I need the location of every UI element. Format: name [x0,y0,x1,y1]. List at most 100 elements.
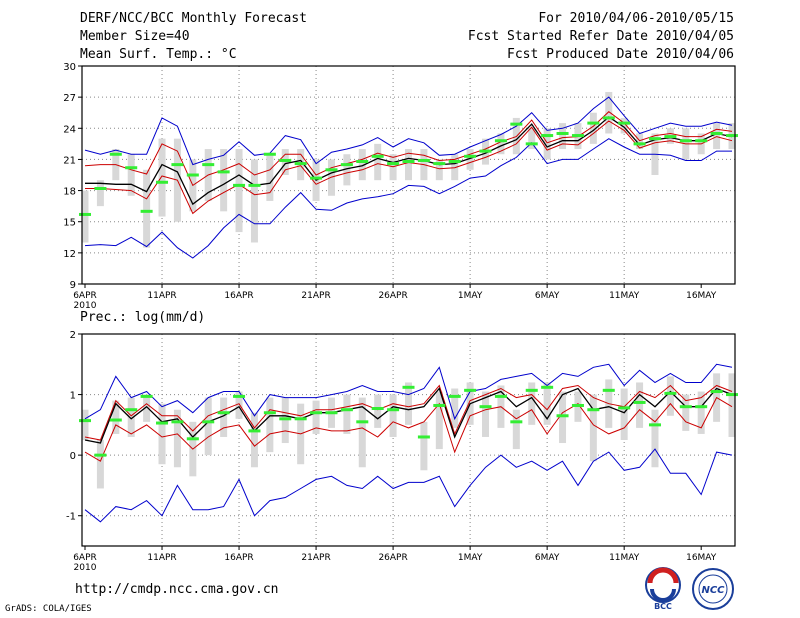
spread-box [389,394,397,437]
spread-box [620,117,628,134]
spread-box [96,180,104,207]
median-marker [79,212,91,216]
median-marker [664,391,677,395]
median-marker [448,394,461,398]
spread-box [235,149,243,233]
spread-box [435,159,443,181]
median-marker [726,393,738,397]
median-marker [679,405,692,409]
spread-box [543,128,551,160]
median-marker [356,420,369,424]
spread-box [358,149,366,181]
median-marker [587,408,600,412]
median-marker [263,152,276,156]
y-tick-label: 12 [63,249,76,260]
spread-box [713,123,721,150]
x-tick-label: 1MAY [458,291,483,301]
spread-box [559,391,567,444]
spread-box [697,391,705,434]
y-tick-label: 21 [63,155,76,166]
median-marker [402,160,415,164]
spread-box [482,391,490,437]
bcc-logo-text: BCC [654,602,672,611]
ensemble-max-line [84,96,733,166]
median-marker [279,158,292,162]
y-tick-label: 2 [70,330,76,341]
grads-credit: GrADS: COLA/IGES [5,604,92,614]
median-marker [340,408,353,412]
y-tick-label: 15 [63,218,76,229]
median-marker [510,420,523,424]
median-marker [679,139,692,143]
ncc-logo-text: NCC [701,585,725,596]
spread-box [497,133,505,155]
x-tick-label: 16MAY [686,553,717,563]
median-marker [618,121,631,125]
median-marker [510,122,523,126]
x-tick-label: 16APR [224,291,253,301]
variable-label: Mean Surf. Temp.: °C [80,47,237,62]
spread-box [235,391,243,419]
y-tick-label: 0 [70,451,76,462]
median-marker [494,139,507,143]
x-tick-label: 6APR [73,291,97,301]
median-marker [140,394,153,398]
y-tick-label: 24 [63,124,76,135]
x-tick-label: 11MAY [609,553,640,563]
median-marker [726,134,738,138]
median-marker [125,408,138,412]
x-tick-label: 6APR [73,553,97,563]
bcc-logo: BCC [645,567,681,611]
y-tick-label: -1 [66,512,76,523]
spread-box [512,409,520,450]
median-marker [664,135,677,139]
spread-box [250,159,258,243]
median-marker [387,162,400,166]
spread-box [559,123,567,150]
median-marker [186,437,199,441]
y-tick-label: 27 [63,93,76,104]
median-marker [464,388,477,392]
precip-variable-label: Prec.: log(mm/d) [80,310,206,325]
ensemble-min-line [84,138,732,259]
spread-box [636,133,644,150]
median-marker [448,160,461,164]
ensemble-mean-line [85,116,733,206]
temperature-chart: 9 12 15 18 21 24 27 30 6APR 11APR 16APR 21APR 26APR 1… [63,62,738,311]
median-marker [371,407,384,411]
spread-box [682,394,690,431]
median-marker [648,137,661,141]
x-tick-label: 1MAY [458,553,483,563]
y-tick-label: 1 [70,391,76,402]
median-marker [202,163,215,167]
median-marker [356,160,369,164]
median-marker [695,139,708,143]
median-marker [140,209,153,213]
spread-box [343,394,351,434]
x-tick-label: 11APR [147,553,176,563]
spread-box [636,382,644,428]
y-tick-label: 9 [70,280,76,291]
median-marker [217,411,230,415]
median-marker [618,406,631,410]
median-marker [571,134,584,138]
spread-box [405,382,412,425]
median-marker [202,420,215,424]
forecast-start-date: Fcst Started Refer Date 2010/04/05 [467,29,734,44]
median-marker [310,411,323,415]
median-marker [233,394,246,398]
median-marker [417,158,430,162]
website-url[interactable]: http://cmdp.ncc.cma.gov.cn [75,582,279,597]
x-tick-label: 16MAY [686,291,717,301]
spread-box [81,409,89,440]
median-marker [171,420,184,424]
plot-frame [81,65,736,285]
spread-box [204,397,212,456]
median-marker [279,417,292,421]
spread-box [220,149,228,212]
spread-box [435,391,443,450]
median-marker [340,163,353,167]
median-marker [109,152,122,156]
median-marker [94,186,107,190]
